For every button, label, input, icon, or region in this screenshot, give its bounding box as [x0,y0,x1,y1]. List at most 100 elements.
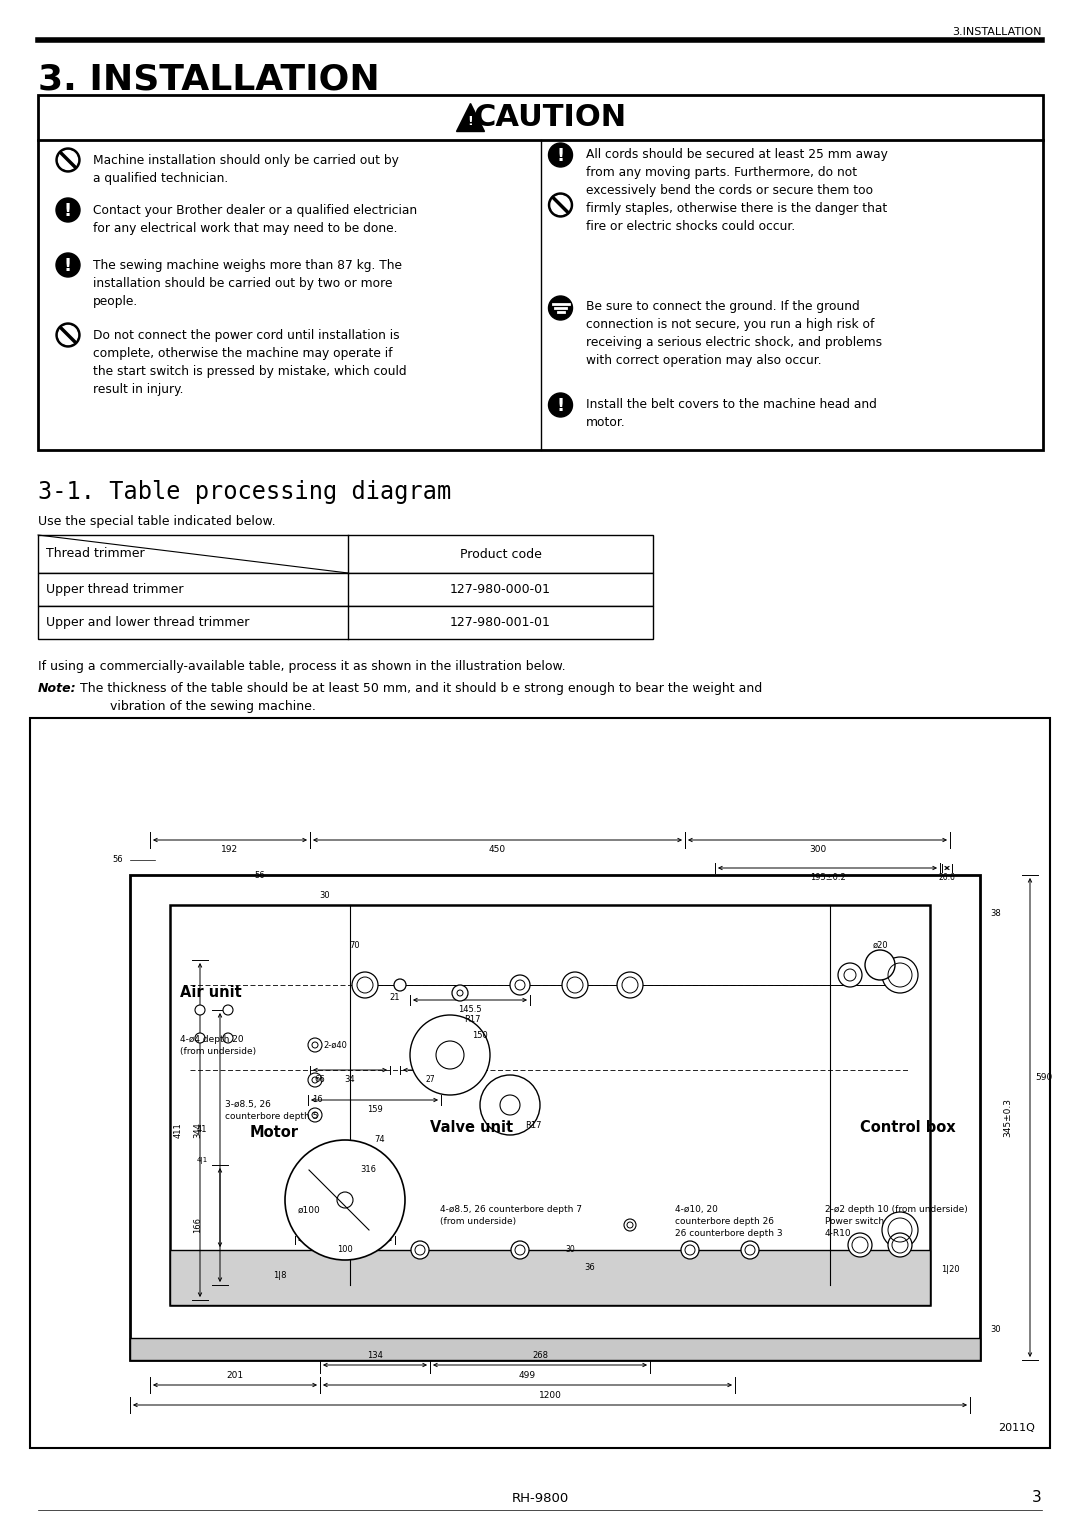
Circle shape [56,148,80,173]
Circle shape [511,1241,529,1259]
Text: !: ! [556,397,565,416]
Text: CAUTION: CAUTION [474,102,627,131]
Text: 30: 30 [565,1245,575,1254]
Text: 26.6: 26.6 [939,872,956,882]
Bar [30,718,1050,1449]
Text: 150: 150 [472,1030,488,1039]
Text: 192: 192 [221,845,239,854]
Text: 36: 36 [584,1262,595,1271]
Bar [38,607,653,639]
Text: 38: 38 [990,909,1001,917]
Bar [130,1339,980,1360]
Circle shape [741,1241,759,1259]
Circle shape [681,1241,699,1259]
Text: 34: 34 [345,1074,355,1083]
Circle shape [58,325,78,344]
Circle shape [352,972,378,998]
Circle shape [411,1241,429,1259]
Text: RH-9800: RH-9800 [511,1491,569,1505]
Text: The thickness of the table should be at least 50 mm, and it should b e strong en: The thickness of the table should be at … [76,681,762,695]
Text: Do not connect the power cord until installation is
complete, otherwise the mach: Do not connect the power cord until inst… [93,329,407,396]
Circle shape [222,1033,233,1044]
Text: Motor: Motor [249,1125,299,1140]
Text: !: ! [64,202,72,220]
Circle shape [195,1005,205,1015]
Text: 27: 27 [426,1074,435,1083]
Circle shape [549,296,572,319]
Text: 300: 300 [809,845,826,854]
Text: 145.5: 145.5 [458,1004,482,1013]
Text: All cords should be secured at least 25 mm away
from any moving parts. Furthermo: All cords should be secured at least 25 … [585,148,888,232]
Circle shape [308,1108,322,1122]
Text: 3. INSTALLATION: 3. INSTALLATION [38,63,380,96]
Polygon shape [457,104,485,131]
Text: Contact your Brother dealer or a qualified electrician
for any electrical work t: Contact your Brother dealer or a qualifi… [93,205,417,235]
Text: 316: 316 [360,1166,376,1175]
Text: R17: R17 [464,1016,481,1024]
Text: 2-ø2 depth 10 (from underside)
Power switch
4-R10: 2-ø2 depth 10 (from underside) Power swi… [825,1206,968,1238]
Text: 2011Q: 2011Q [998,1423,1035,1433]
Text: 1200: 1200 [539,1392,562,1401]
Circle shape [56,199,80,222]
Text: 4|1: 4|1 [197,1157,207,1163]
Text: 159: 159 [366,1105,382,1114]
Bar [170,905,930,1305]
Circle shape [549,193,572,217]
Text: 30: 30 [990,1325,1001,1334]
Text: 21: 21 [390,993,401,1002]
Text: 74: 74 [375,1135,386,1144]
Circle shape [624,1219,636,1232]
Text: Valve unit: Valve unit [430,1120,513,1135]
Text: R17: R17 [525,1120,541,1129]
Text: Note:: Note: [38,681,77,695]
Text: Be sure to connect the ground. If the ground
connection is not secure, you run a: Be sure to connect the ground. If the gr… [585,299,881,367]
Circle shape [882,1212,918,1248]
Circle shape [882,957,918,993]
Circle shape [56,322,80,347]
Text: 411: 411 [174,1122,183,1138]
Text: 16: 16 [312,1096,322,1105]
Text: Install the belt covers to the machine head and
motor.: Install the belt covers to the machine h… [585,397,876,429]
Circle shape [56,254,80,277]
Text: 41: 41 [197,1126,207,1134]
Circle shape [865,950,895,979]
Text: 3-1. Table processing diagram: 3-1. Table processing diagram [38,480,451,504]
Text: 100: 100 [337,1244,353,1253]
Circle shape [222,1005,233,1015]
Text: The sewing machine weighs more than 87 kg. The
installation should be carried ou: The sewing machine weighs more than 87 k… [93,260,402,309]
Text: ø20: ø20 [873,941,888,949]
Text: 30: 30 [320,891,330,900]
Text: vibration of the sewing machine.: vibration of the sewing machine. [110,700,315,714]
Bar [130,876,980,1360]
Circle shape [838,963,862,987]
Text: 268: 268 [532,1351,548,1360]
Text: 590: 590 [1035,1073,1052,1082]
Text: 3.INSTALLATION: 3.INSTALLATION [953,28,1042,37]
Circle shape [308,1073,322,1086]
Text: 344: 344 [193,1122,203,1138]
Text: 66: 66 [314,1076,325,1085]
Text: 166: 166 [193,1216,203,1233]
Text: 4-ø10, 20
counterbore depth 26
26 counterbore depth 3: 4-ø10, 20 counterbore depth 26 26 counte… [675,1206,783,1238]
Bar [170,1250,930,1305]
Circle shape [549,393,572,417]
Bar [38,95,1043,451]
Text: !: ! [468,115,473,128]
Text: 345±0.3: 345±0.3 [1003,1099,1013,1137]
Text: 2-ø40: 2-ø40 [323,1041,347,1050]
Circle shape [58,150,78,170]
Circle shape [285,1140,405,1261]
Text: Product code: Product code [460,547,541,561]
Text: 1|20: 1|20 [941,1265,959,1274]
Text: 56: 56 [255,871,266,880]
Text: Upper and lower thread trimmer: Upper and lower thread trimmer [46,616,249,630]
Text: 4-ø4 depth 20
(from underside): 4-ø4 depth 20 (from underside) [180,1034,256,1056]
Text: 127-980-001-01: 127-980-001-01 [450,616,551,630]
Text: 127-980-000-01: 127-980-000-01 [450,584,551,596]
Text: !: ! [556,147,565,165]
Text: 499: 499 [518,1372,536,1380]
Text: ø100: ø100 [297,1206,320,1215]
Text: 3: 3 [1032,1490,1042,1505]
Bar [38,535,653,573]
Circle shape [510,975,530,995]
